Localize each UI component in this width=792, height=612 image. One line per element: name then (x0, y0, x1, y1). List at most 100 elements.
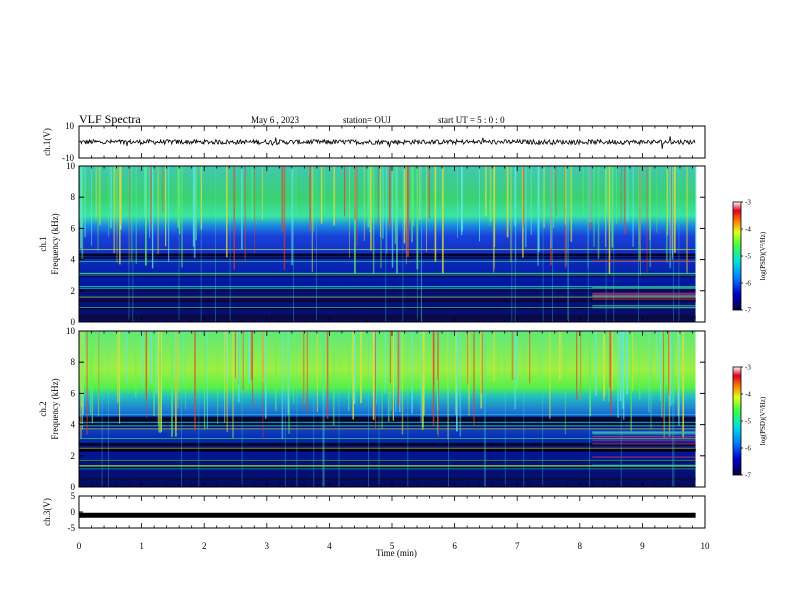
ch1-sferic (522, 166, 525, 228)
ch1-sferic (665, 166, 668, 263)
ch1-sferic (608, 166, 611, 275)
ch2-sferic (353, 331, 356, 405)
ch2-fullline (296, 331, 298, 487)
ch2-sferic (262, 331, 264, 438)
ch2-fullline (504, 331, 506, 487)
ch1-fullline (613, 166, 615, 322)
ch1-sferic (119, 166, 122, 230)
ch1-sferic (91, 166, 93, 246)
ch2-sferic (352, 331, 354, 420)
ch1-sferic (416, 166, 419, 270)
ch2-sferic (610, 331, 612, 415)
ch2-sferic (575, 331, 578, 400)
ch2-sferic (242, 331, 244, 391)
ch1-sferic (81, 166, 84, 261)
ch2-sferic (357, 331, 359, 389)
ch1-sferic (515, 166, 517, 262)
ch1-sferic (130, 166, 132, 262)
ch2-sferic (235, 331, 236, 378)
ch1-band (79, 289, 696, 292)
ch1-sferic (281, 166, 283, 232)
ch1-late-line (592, 305, 696, 307)
ch1-late-line (592, 260, 696, 262)
ch2-sferic (326, 331, 329, 419)
ch2-colorbar (732, 366, 742, 476)
ch2-sferic (564, 331, 566, 435)
ch1-sferic (382, 166, 384, 239)
ch1-sferic (98, 166, 101, 226)
ch2-sferic (602, 331, 605, 401)
ch2-sferic (224, 331, 226, 423)
ch2-sferic (420, 331, 422, 423)
ch2-line (79, 438, 696, 439)
x-tick-label: 8 (578, 541, 583, 551)
ch1-sferic (686, 166, 688, 274)
ch2-sferic (630, 331, 632, 432)
ch1-line (79, 286, 696, 288)
ch1-sferic (233, 166, 236, 270)
ch2-sferic (303, 331, 305, 408)
ch1-fullline (552, 166, 553, 322)
ch1-fullline (638, 166, 639, 322)
ch1-sferic (564, 166, 566, 226)
ch1-sferic (555, 166, 557, 217)
ch1-late-line (592, 292, 696, 295)
ch2-sferic (639, 331, 641, 400)
ch1-fullline (178, 166, 180, 322)
ch1-sferic (226, 166, 228, 258)
ch2-sferic (125, 331, 128, 385)
ch1-line (79, 273, 696, 274)
ch2-fullline (338, 331, 340, 487)
ch1-sferic (311, 166, 313, 272)
ch1-sferic (193, 166, 196, 259)
ch1-line (79, 249, 696, 250)
ch2-band (79, 427, 696, 429)
ch2-line (79, 459, 696, 461)
ch2-band (79, 418, 696, 423)
ch2-sferic (323, 331, 325, 401)
ch1-sferic (373, 166, 375, 230)
ch1-sferic (669, 166, 672, 268)
ch1-sferic (457, 166, 458, 238)
station-label: station= OUJ (343, 115, 391, 125)
ch2-band (79, 448, 696, 452)
ch1-sferic (582, 166, 584, 215)
ch2-sferic (281, 331, 284, 440)
ch2-sferic (248, 331, 251, 383)
x-axis-label: Time (min) (376, 548, 417, 558)
ch2-sferic (82, 331, 85, 415)
ch2-sferic (252, 331, 253, 407)
ch2-empty-region (695, 331, 705, 487)
ch1-sferic (81, 166, 83, 254)
ch2-sferic (459, 331, 462, 437)
ch2-fullline (323, 331, 325, 487)
ch1-sferic (356, 166, 358, 247)
ch1-sferic (543, 166, 545, 229)
ch1-sferic (489, 166, 491, 227)
ch1-sferic (295, 166, 297, 216)
ch1-fullline (673, 166, 674, 322)
ch2-colorbar-tick-label: -3 (745, 364, 751, 372)
ch1-late-line (592, 294, 696, 296)
ch1-sferic (403, 166, 406, 244)
ch1-line (79, 307, 696, 308)
ch2-sferic (375, 331, 377, 405)
ch2-colorbar-tick-label: -7 (745, 472, 751, 480)
ch2-late-line (592, 456, 696, 458)
ch2-sferic (422, 331, 424, 428)
ch1-fullline (214, 166, 216, 322)
ch2-sferic (81, 331, 83, 407)
ch2-sferic (159, 331, 161, 433)
ch1-sferic (313, 166, 315, 232)
ch1-sferic (95, 166, 97, 219)
ch2-ylabel-freq: Frequency (kHz) (50, 378, 60, 439)
ch1-sferic (108, 166, 110, 238)
ch1-sferic (110, 166, 112, 229)
ch1-sferic (80, 166, 83, 230)
ch1-sferic (367, 166, 370, 228)
ch2-ytick-label: 8 (71, 357, 76, 367)
ch1-fullline (567, 166, 569, 322)
ch1-sferic (145, 166, 147, 266)
ch1-fullline (420, 166, 422, 322)
